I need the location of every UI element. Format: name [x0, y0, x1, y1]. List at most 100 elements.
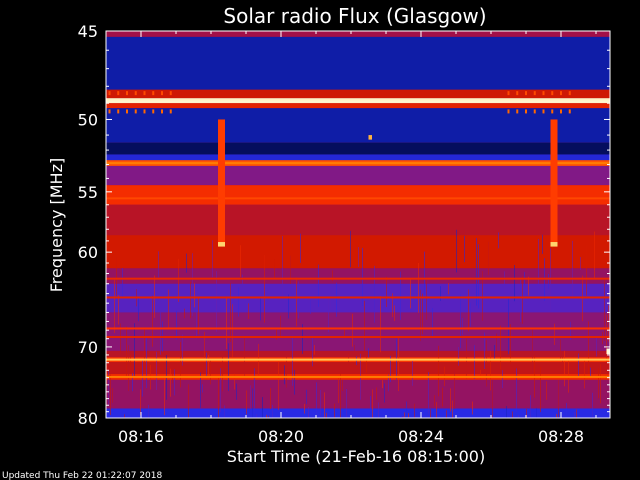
plot-border — [105, 30, 611, 419]
noise-column — [110, 374, 111, 416]
noise-column — [212, 240, 213, 278]
dot-row-0-mark — [542, 109, 545, 114]
dot-row-0-mark — [169, 109, 172, 114]
noise-column — [108, 369, 109, 406]
noise-column — [480, 369, 481, 380]
noise-column — [348, 353, 349, 363]
noise-column — [438, 345, 439, 397]
noise-column — [436, 402, 437, 418]
noise-column — [186, 253, 187, 273]
noise-column — [216, 271, 217, 332]
noise-column — [522, 276, 523, 324]
noise-column — [424, 251, 425, 295]
noise-column — [532, 329, 533, 374]
y-axis-ticks: 45 50 55 60 70 80 — [78, 22, 610, 428]
noise-column — [554, 323, 555, 345]
noise-column — [404, 412, 405, 418]
noise-column — [494, 344, 495, 359]
noise-column — [538, 239, 539, 299]
noise-column — [140, 389, 141, 416]
noise-column — [520, 279, 521, 323]
channel-band-0 — [106, 31, 610, 37]
noise-column — [448, 282, 449, 295]
noise-column — [206, 352, 207, 376]
noise-column — [202, 384, 203, 393]
noise-column — [362, 247, 363, 306]
dot-row-1-mark — [507, 91, 510, 96]
noise-column — [598, 368, 599, 399]
noise-column — [340, 373, 341, 418]
noise-column — [382, 380, 383, 389]
dot-row-1-mark — [533, 91, 536, 96]
y-tick-label: 55 — [78, 183, 98, 202]
noise-column — [372, 389, 373, 418]
noise-column — [230, 283, 231, 342]
noise-column — [574, 412, 575, 418]
noise-column — [208, 354, 209, 377]
noise-column — [470, 302, 471, 327]
noise-column — [126, 326, 127, 377]
dot-row-1-mark — [516, 91, 519, 96]
noise-column — [180, 341, 181, 388]
noise-column — [246, 390, 247, 415]
noise-column — [514, 265, 515, 302]
noise-column — [300, 233, 301, 263]
noise-column — [384, 383, 385, 403]
noise-column — [570, 321, 571, 340]
noise-column — [302, 324, 303, 354]
dot-row-0-mark — [551, 109, 554, 114]
noise-column — [240, 245, 241, 277]
noise-column — [130, 354, 131, 367]
noise-column — [530, 395, 531, 418]
noise-column — [320, 389, 321, 416]
dot-row-0-mark — [143, 109, 146, 114]
noise-column — [192, 253, 193, 317]
noise-column — [152, 295, 153, 347]
channel-band-16 — [106, 350, 610, 358]
noise-column — [556, 413, 557, 418]
noise-column — [564, 350, 565, 387]
noise-column — [116, 257, 117, 297]
noise-column — [268, 415, 269, 418]
burst-4 — [368, 135, 372, 140]
noise-column — [298, 281, 299, 319]
x-tick-label: 08:16 — [118, 427, 164, 446]
noise-column — [312, 336, 313, 367]
noise-column — [368, 348, 369, 358]
striation-8 — [106, 375, 610, 378]
chart-title: Solar radio Flux (Glasgow) — [223, 4, 486, 28]
noise-column — [408, 413, 409, 418]
noise-column — [308, 406, 309, 418]
noise-column — [422, 293, 423, 335]
noise-column — [420, 289, 421, 342]
noise-column — [226, 296, 227, 350]
noise-column — [314, 345, 315, 355]
noise-column — [418, 262, 419, 313]
striation-3 — [106, 277, 610, 280]
striation-4 — [106, 296, 610, 299]
noise-column — [248, 303, 249, 320]
noise-column — [500, 325, 501, 370]
noise-column — [602, 331, 603, 345]
noise-column — [526, 408, 527, 418]
noise-column — [236, 383, 237, 400]
burst-5 — [606, 348, 610, 355]
noise-column — [412, 361, 413, 386]
noise-column — [578, 353, 579, 378]
noise-column — [266, 414, 267, 418]
x-tick-label: 08:20 — [258, 427, 304, 446]
x-axis-label: Start Time (21-Feb-16 08:15:00) — [227, 447, 485, 466]
noise-column — [486, 340, 487, 387]
noise-column — [510, 324, 511, 364]
axes-frame — [105, 30, 611, 419]
noise-column — [214, 414, 215, 418]
noise-column — [286, 354, 287, 388]
noise-column — [476, 238, 477, 306]
noise-column — [146, 336, 147, 389]
noise-column — [204, 331, 205, 358]
noise-column — [330, 294, 331, 308]
channel-band-1 — [106, 36, 610, 90]
noise-column — [328, 297, 329, 333]
updated-timestamp: Updated Thu Feb 22 01:22:07 2018 — [2, 471, 163, 480]
y-axis-label: Frequency [MHz] — [47, 158, 66, 292]
